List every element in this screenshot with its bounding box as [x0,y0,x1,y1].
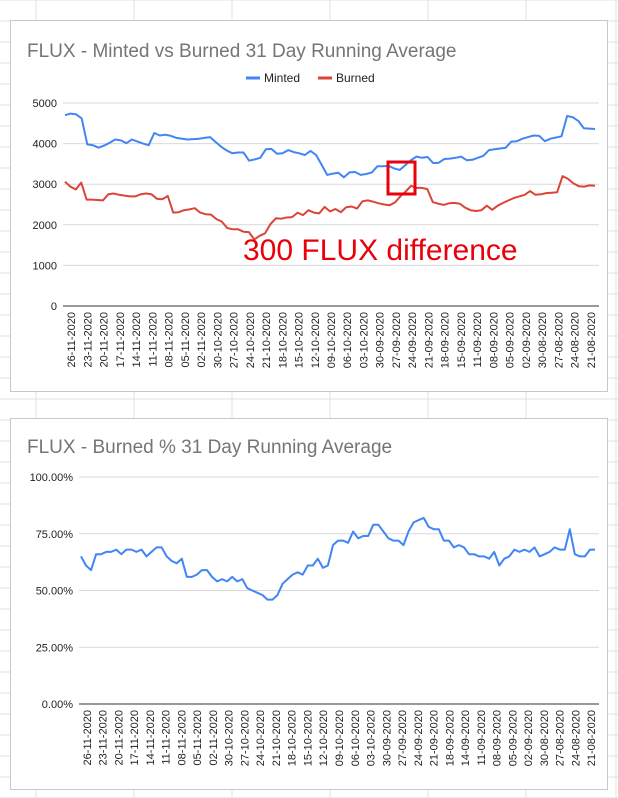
x-tick-label: 14-11-2020 [131,312,143,367]
x-tick-label: 02-09-2020 [523,710,535,766]
x-tick-label: 24-10-2020 [245,312,257,368]
x-tick-label: 12-10-2020 [318,710,330,766]
x-tick-label: 08-09-2020 [492,710,504,766]
x-tick-label: 11-11-2020 [147,312,159,367]
x-tick-label: 24-09-2020 [407,312,419,368]
legend-label-minted: Minted [264,71,300,85]
x-tick-label: 05-09-2020 [505,312,517,368]
x-tick-label: 03-10-2020 [366,710,378,766]
x-tick-label: 30-08-2020 [537,312,549,368]
chart-title: FLUX - Burned % 31 Day Running Average [27,437,392,458]
legend-label-burned: Burned [336,71,375,85]
x-tick-label: 21-09-2020 [423,312,435,368]
burned-percent-plot: FLUX - Burned % 31 Day Running Average 0… [27,437,599,766]
x-tick-label: 11-09-2020 [472,312,484,367]
y-tick-label: 4000 [33,139,57,151]
y-tick-label: 50.00% [36,586,74,598]
x-tick-label: 21-08-2020 [586,710,598,766]
minted-vs-burned-chart[interactable]: FLUX - Minted vs Burned 31 Day Running A… [10,20,608,392]
x-tick-label: 20-11-2020 [113,710,125,765]
x-tick-label: 15-10-2020 [302,710,314,766]
chart-legend: Minted Burned [246,71,375,85]
chart-gridlines [63,102,599,307]
x-tick-label: 18-09-2020 [440,312,452,368]
x-tick-label: 21-09-2020 [429,710,441,766]
chart-series [64,112,596,241]
x-tick-label: 14-09-2020 [460,710,472,766]
x-tick-label: 21-08-2020 [586,312,598,368]
y-tick-label: 3000 [33,179,57,191]
x-tick-label: 30-09-2020 [381,710,393,766]
chart-title: FLUX - Minted vs Burned 31 Day Running A… [27,41,457,62]
series-line-burned-percent [80,516,595,601]
series-line-burned [64,175,596,241]
annotation-label: 300 FLUX difference [243,234,518,267]
x-tick-label: 02-11-2020 [196,312,208,367]
x-tick-label: 26-11-2020 [82,710,94,765]
x-tick-label: 08-11-2020 [176,710,188,765]
x-tick-label: 17-11-2020 [129,710,141,765]
x-tick-label: 27-08-2020 [555,710,567,766]
x-tick-label: 15-10-2020 [294,312,306,368]
x-tick-label: 17-11-2020 [115,312,127,367]
y-tick-label: 100.00% [30,472,74,484]
burned-percent-chart[interactable]: FLUX - Burned % 31 Day Running Average 0… [10,418,608,790]
x-tick-label: 27-09-2020 [397,710,409,766]
y-tick-label: 5000 [33,98,57,110]
x-tick-label: 23-11-2020 [98,710,110,765]
chart-series [80,516,596,601]
x-tick-label: 12-10-2020 [310,312,322,368]
minted-vs-burned-plot: FLUX - Minted vs Burned 31 Day Running A… [27,41,599,368]
x-tick-label: 05-11-2020 [180,312,192,367]
x-tick-label: 30-10-2020 [224,710,236,766]
x-tick-label: 24-09-2020 [413,710,425,766]
x-tick-label: 27-10-2020 [229,312,241,368]
y-tick-label: 1000 [33,260,57,272]
x-tick-label: 08-09-2020 [488,312,500,368]
chart-gridlines [79,476,599,705]
x-tick-label: 03-10-2020 [358,312,370,368]
x-tick-label: 05-11-2020 [192,710,204,765]
y-tick-label: 2000 [33,220,57,232]
x-tick-label: 06-10-2020 [342,312,354,368]
x-tick-label: 21-10-2020 [261,312,273,368]
x-tick-label: 08-11-2020 [164,312,176,367]
x-tick-label: 30-09-2020 [375,312,387,368]
x-tick-label: 30-08-2020 [539,710,551,766]
series-line-minted [64,112,596,179]
y-tick-label: 75.00% [36,529,74,541]
x-tick-label: 23-11-2020 [82,312,94,367]
x-tick-label: 30-10-2020 [212,312,224,368]
x-tick-label: 05-09-2020 [507,710,519,766]
x-tick-label: 24-08-2020 [570,312,582,368]
x-tick-label: 06-10-2020 [350,710,362,766]
x-tick-label: 27-09-2020 [391,312,403,368]
x-tick-label: 24-10-2020 [255,710,267,766]
x-axis-ticks: 26-11-2020 23-11-2020 20-11-2020 17-11-2020… [66,312,598,368]
x-tick-label: 18-10-2020 [287,710,299,766]
y-tick-label: 25.00% [36,642,74,654]
x-axis-ticks: 26-11-2020 23-11-2020 20-11-2020 17-11-2020… [82,710,598,766]
annotation-highlight-box [386,160,417,196]
y-tick-label: 0.00% [42,699,73,711]
x-tick-label: 18-10-2020 [277,312,289,368]
x-tick-label: 20-11-2020 [99,312,111,367]
x-tick-label: 27-08-2020 [553,312,565,368]
y-tick-label: 0 [51,301,57,313]
x-tick-label: 11-11-2020 [161,710,173,765]
x-tick-label: 14-11-2020 [145,710,157,765]
y-axis-ticks: 0.00% 25.00% 50.00% 75.00% 100.00% [30,472,74,711]
x-tick-label: 27-10-2020 [239,710,251,766]
y-axis-ticks: 0 1000 2000 3000 4000 5000 [33,98,57,313]
x-tick-label: 09-10-2020 [334,710,346,766]
x-tick-label: 26-11-2020 [66,312,78,367]
x-tick-label: 15-09-2020 [456,312,468,368]
x-tick-label: 09-10-2020 [326,312,338,368]
x-tick-label: 21-10-2020 [271,710,283,766]
x-tick-label: 02-09-2020 [521,312,533,368]
x-tick-label: 11-09-2020 [476,710,488,765]
x-tick-label: 24-08-2020 [570,710,582,766]
x-tick-label: 18-09-2020 [444,710,456,766]
x-tick-label: 02-11-2020 [208,710,220,765]
